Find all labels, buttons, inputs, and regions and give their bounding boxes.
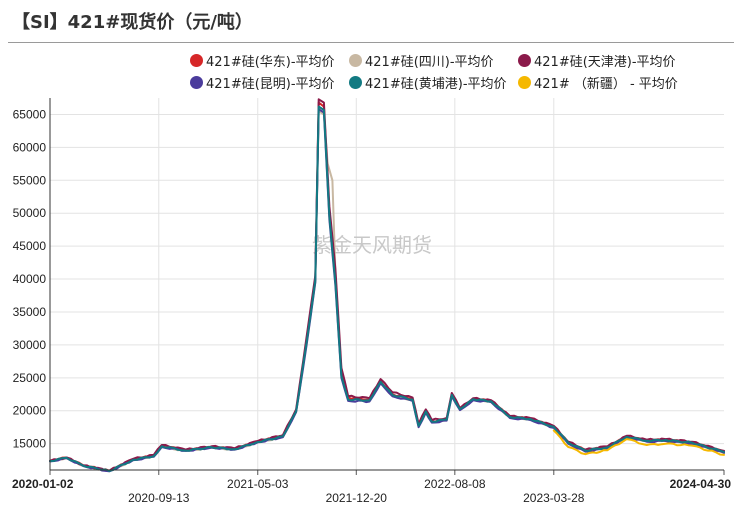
- y-tick-label: 60000: [13, 140, 47, 154]
- chart-legend: 421#硅(华东)-平均价 421#硅(四川)-平均价 421#硅(天津港)-平…: [0, 48, 745, 92]
- y-tick-label: 65000: [13, 107, 47, 121]
- y-tick-label: 35000: [13, 305, 47, 319]
- x-tick-label: 2024-04-30: [670, 477, 732, 491]
- y-tick-label: 30000: [13, 338, 47, 352]
- legend-marker-icon: [518, 75, 531, 89]
- legend-label: 421#硅(天津港)-平均价: [534, 54, 676, 70]
- x-tick-label: 2023-03-28: [523, 491, 585, 505]
- legend-label: 421# （新疆） - 平均价: [534, 76, 678, 92]
- series-line-4: [49, 105, 725, 472]
- legend-item-huangpu[interactable]: 421#硅(黄埔港)-平均价: [349, 72, 507, 92]
- series-line-1: [49, 110, 725, 473]
- x-tick-label: 2021-05-03: [227, 477, 289, 491]
- chart-title: 【SI】421#现货价（元/吨）: [12, 12, 253, 33]
- y-tick-label: 50000: [13, 206, 47, 220]
- y-tick-label: 15000: [13, 437, 47, 451]
- x-tick-label: 2020-01-02: [12, 477, 74, 491]
- y-tick-label: 20000: [13, 404, 47, 418]
- legend-item-xinjiang[interactable]: 421# （新疆） - 平均价: [518, 72, 678, 92]
- series-line-2: [49, 98, 725, 472]
- legend-label: 421#硅(昆明)-平均价: [206, 76, 335, 92]
- axes: [49, 98, 725, 475]
- legend-marker-icon: [518, 53, 531, 67]
- x-tick-label: 2020-09-13: [128, 491, 190, 505]
- legend-item-sichuan[interactable]: 421#硅(四川)-平均价: [349, 50, 494, 70]
- legend-marker-icon: [190, 53, 203, 67]
- legend-label: 421#硅(四川)-平均价: [365, 54, 494, 70]
- series-line-5: [552, 429, 725, 456]
- legend-marker-icon: [349, 53, 362, 67]
- series-line-3: [49, 108, 725, 473]
- x-axis-ticks: 2020-01-02 2020-09-13 2021-05-03 2021-12-20…: [12, 477, 731, 505]
- legend-item-huadong[interactable]: 421#硅(华东)-平均价: [190, 50, 335, 70]
- legend-label: 421#硅(华东)-平均价: [206, 54, 335, 70]
- legend-item-tianjin[interactable]: 421#硅(天津港)-平均价: [518, 50, 676, 70]
- series-line-0: [49, 101, 725, 472]
- x-tick-label: 2022-08-08: [424, 477, 486, 491]
- y-tick-label: 25000: [13, 371, 47, 385]
- title-divider: [8, 42, 734, 43]
- series-lines: [49, 98, 725, 473]
- grid-lines: [50, 98, 724, 470]
- y-tick-label: 45000: [13, 239, 47, 253]
- legend-marker-icon: [349, 75, 362, 89]
- y-axis-ticks: 15000 20000 25000 30000 35000 40000 45000 50000…: [13, 107, 47, 450]
- y-tick-label: 55000: [13, 173, 47, 187]
- legend-marker-icon: [190, 75, 203, 89]
- x-tick-label: 2021-12-20: [326, 491, 388, 505]
- y-tick-label: 40000: [13, 272, 47, 286]
- legend-item-kunming[interactable]: 421#硅(昆明)-平均价: [190, 72, 335, 92]
- legend-label: 421#硅(黄埔港)-平均价: [365, 76, 507, 92]
